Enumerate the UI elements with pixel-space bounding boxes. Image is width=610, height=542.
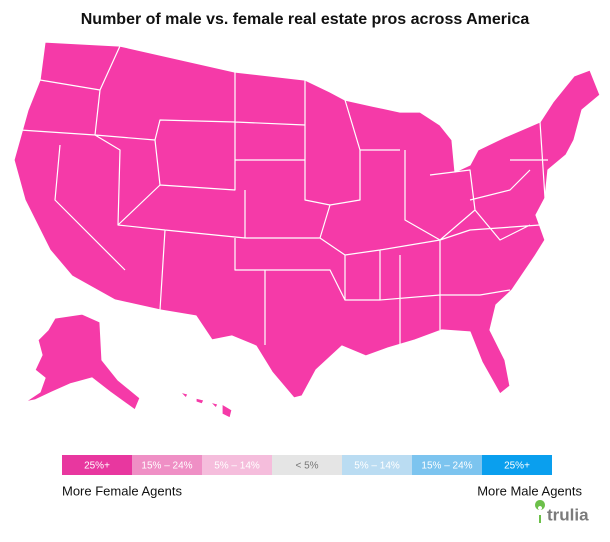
legend-label: 15% – 24% [141, 461, 192, 472]
legend-label: 25%+ [84, 461, 110, 472]
legend-swatch [412, 455, 482, 475]
legend-label: 25%+ [504, 461, 530, 472]
state-borders [19, 45, 548, 345]
us-map [13, 41, 601, 419]
legend: 25%+ 15% – 24% 5% – 14% < 5% 5% – 14% 15% – 2… [62, 455, 552, 475]
legend-label: 5% – 14% [214, 461, 260, 472]
legend-swatch [272, 455, 342, 475]
legend-swatch [132, 455, 202, 475]
legend-label: < 5% [295, 461, 318, 472]
legend-left-label: More Female Agents [62, 483, 182, 498]
logo: trulia [535, 500, 589, 524]
legend-swatch [342, 455, 412, 475]
legend-label: 15% – 24% [421, 461, 472, 472]
hawaii [179, 391, 233, 419]
logo-stem [539, 515, 541, 523]
legend-swatch [482, 455, 552, 475]
legend-swatch [202, 455, 272, 475]
title: Number of male vs. female real estate pr… [81, 11, 530, 28]
legend-swatch [62, 455, 132, 475]
alaska [24, 313, 141, 411]
legend-right-label: More Male Agents [477, 483, 582, 498]
mainland [13, 41, 601, 399]
logo-icon [535, 500, 546, 510]
logo-text: trulia [547, 505, 589, 524]
legend-label: 5% – 14% [354, 461, 400, 472]
